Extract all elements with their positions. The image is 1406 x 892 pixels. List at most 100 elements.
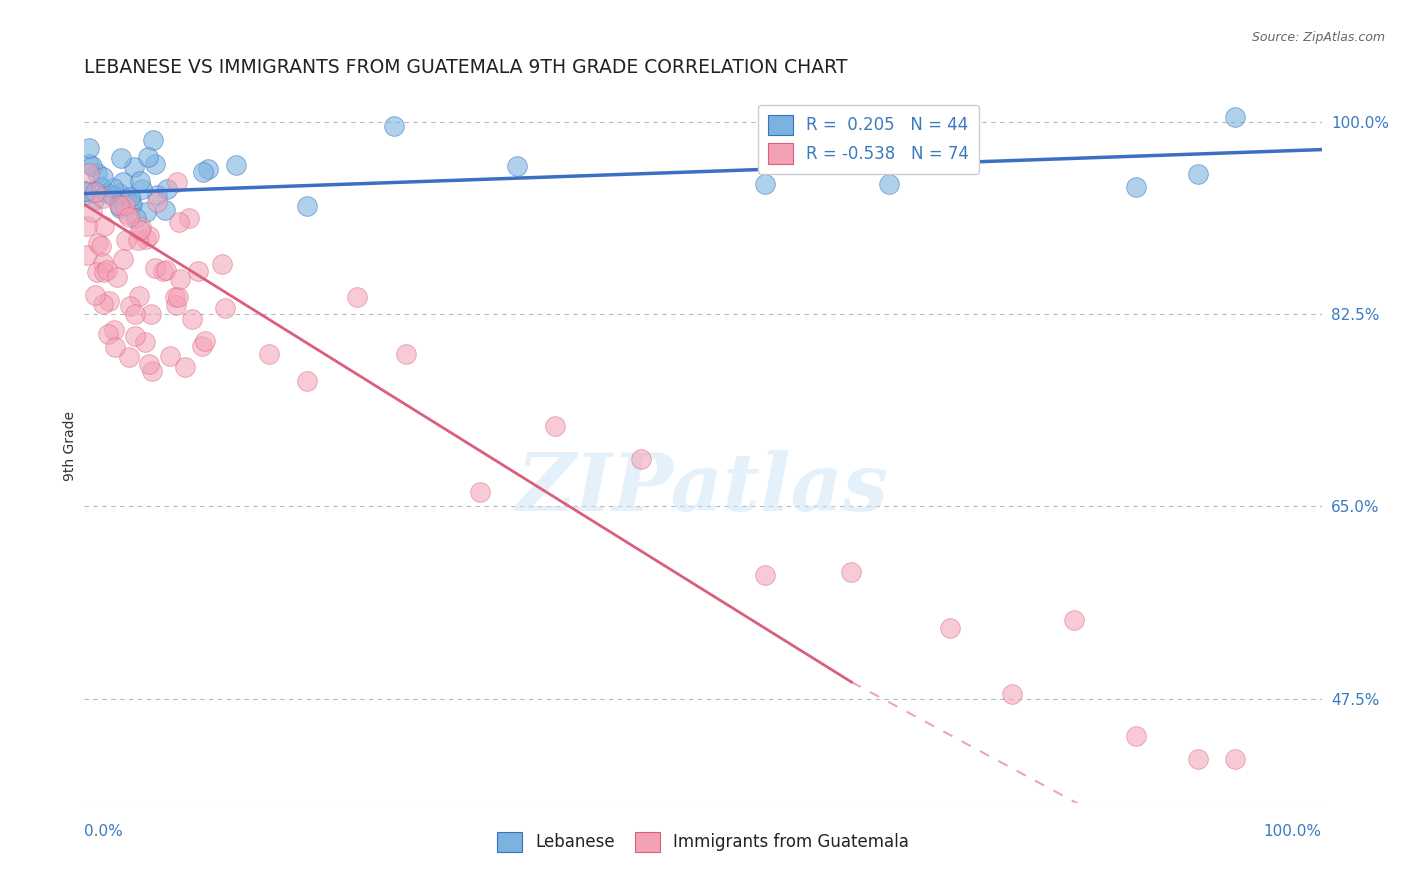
Text: Source: ZipAtlas.com: Source: ZipAtlas.com: [1251, 31, 1385, 45]
Point: [90, 239, 112, 253]
Point: [191, 339, 214, 353]
Point: [118, 189, 141, 203]
Point: [75, 184, 97, 198]
Point: [1187, 167, 1209, 181]
Point: [506, 159, 529, 173]
Point: [96, 186, 118, 201]
Point: [86, 166, 108, 180]
Point: [77, 141, 100, 155]
Point: [80, 205, 103, 219]
Point: [83, 185, 105, 199]
Point: [112, 175, 135, 189]
Point: [96, 263, 118, 277]
Point: [91, 296, 114, 310]
Point: [97, 327, 120, 342]
Text: ZIPatlas: ZIPatlas: [517, 450, 889, 527]
Point: [91, 255, 114, 269]
Point: [146, 188, 169, 202]
Point: [155, 202, 177, 217]
Point: [194, 334, 217, 348]
Point: [128, 222, 150, 236]
Point: [186, 264, 208, 278]
Point: [93, 219, 115, 233]
Point: [939, 147, 962, 161]
Point: [166, 290, 188, 304]
Point: [75, 184, 97, 198]
Point: [76, 248, 98, 262]
Point: [159, 349, 181, 363]
Point: [93, 265, 115, 279]
Point: [1125, 180, 1147, 194]
Point: [83, 193, 105, 207]
Point: [114, 198, 136, 212]
Point: [122, 160, 145, 174]
Point: [135, 232, 157, 246]
Point: [138, 228, 160, 243]
Point: [118, 211, 141, 225]
Point: [165, 298, 187, 312]
Point: [382, 119, 405, 133]
Point: [127, 234, 149, 248]
Point: [174, 360, 197, 375]
Point: [80, 159, 103, 173]
Point: [98, 293, 121, 308]
Point: [108, 201, 131, 215]
Point: [1223, 110, 1246, 124]
Point: [128, 288, 150, 302]
Point: [166, 175, 188, 189]
Point: [630, 451, 652, 466]
Point: [107, 198, 129, 212]
Point: [93, 170, 115, 185]
Point: [181, 312, 204, 326]
Point: [177, 211, 200, 225]
Point: [1223, 752, 1246, 766]
Point: [84, 288, 107, 302]
Y-axis label: 9th Grade: 9th Grade: [63, 411, 77, 481]
Point: [543, 419, 565, 434]
Point: [152, 264, 174, 278]
Point: [143, 261, 166, 276]
Point: [141, 364, 163, 378]
Point: [86, 236, 108, 251]
Point: [111, 252, 134, 266]
Point: [77, 157, 100, 171]
Point: [104, 340, 127, 354]
Point: [103, 323, 125, 337]
Point: [165, 290, 187, 304]
Point: [121, 197, 143, 211]
Point: [395, 347, 418, 361]
Point: [877, 177, 900, 191]
Point: [1125, 729, 1147, 743]
Point: [135, 204, 157, 219]
Point: [143, 157, 166, 171]
Point: [138, 357, 160, 371]
Text: 0.0%: 0.0%: [84, 824, 124, 839]
Point: [115, 207, 138, 221]
Text: 100.0%: 100.0%: [1264, 824, 1322, 839]
Point: [167, 215, 190, 229]
Point: [211, 257, 233, 271]
Point: [124, 329, 146, 343]
Point: [118, 299, 141, 313]
Point: [77, 166, 100, 180]
Point: [155, 263, 177, 277]
Text: LEBANESE VS IMMIGRANTS FROM GUATEMALA 9TH GRADE CORRELATION CHART: LEBANESE VS IMMIGRANTS FROM GUATEMALA 9T…: [84, 57, 848, 77]
Point: [295, 374, 318, 388]
Point: [939, 621, 962, 635]
Point: [131, 182, 153, 196]
Point: [191, 165, 214, 179]
Point: [1187, 752, 1209, 766]
Point: [124, 307, 146, 321]
Point: [110, 152, 132, 166]
Point: [108, 198, 131, 212]
Point: [1063, 613, 1085, 627]
Point: [295, 199, 318, 213]
Point: [156, 182, 179, 196]
Point: [103, 189, 125, 203]
Point: [84, 185, 107, 199]
Point: [259, 346, 281, 360]
Point: [120, 196, 142, 211]
Point: [346, 290, 368, 304]
Point: [91, 190, 114, 204]
Point: [129, 219, 152, 234]
